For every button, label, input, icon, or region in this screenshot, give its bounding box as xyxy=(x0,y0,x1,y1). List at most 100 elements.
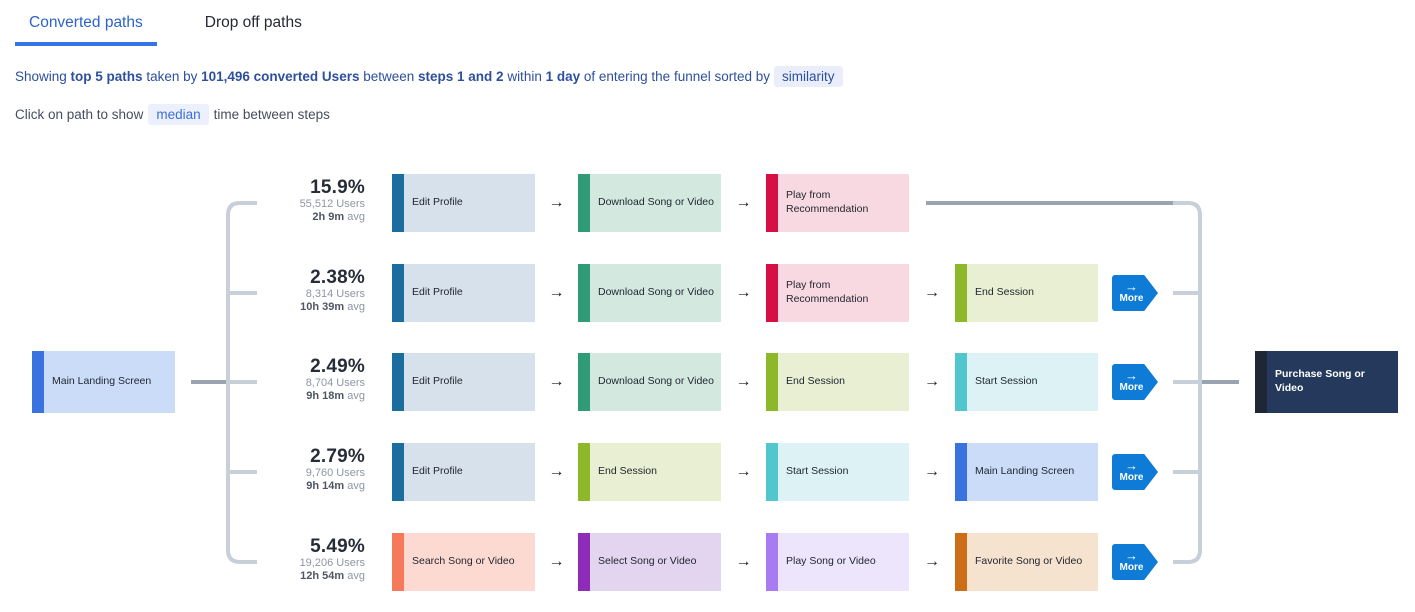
summary-sentence: Showing top 5 paths taken by 101,496 con… xyxy=(15,66,843,87)
avg-value: 10h 39m xyxy=(300,301,345,313)
node-label: Start Session xyxy=(975,375,1038,388)
avg-suffix: avg xyxy=(344,301,365,313)
arrow-right-icon: → xyxy=(924,284,940,301)
node-label: Select Song or Video xyxy=(598,555,697,568)
node-label: Main Landing Screen xyxy=(52,375,152,388)
path-3-node-end-session[interactable]: End Session xyxy=(766,353,909,411)
avg-value: 12h 54m xyxy=(300,570,345,582)
avg-suffix: avg xyxy=(344,390,365,402)
path-stats-4[interactable]: 2.79% 9,760 Users 9h 14m avg xyxy=(225,446,365,493)
arrow-right-icon: → xyxy=(548,463,565,480)
node-label: End Session xyxy=(598,465,657,478)
path-5-node-select-song-or-video[interactable]: Select Song or Video xyxy=(578,533,721,591)
path-avg-time: 10h 39m avg xyxy=(225,300,365,314)
path-percent: 2.79% xyxy=(310,446,365,467)
summary-segment: taken by xyxy=(142,69,202,84)
more-arrow-icon: → xyxy=(1125,548,1138,563)
path-2-node-end-session[interactable]: End Session xyxy=(955,264,1098,322)
path-5-node-favorite-song-or-video[interactable]: Favorite Song or Video xyxy=(955,533,1098,591)
summary-segment: top 5 paths xyxy=(70,69,143,84)
more-arrow-icon: → xyxy=(1125,458,1138,473)
more-button-label: More xyxy=(1119,472,1144,483)
path-percent: 2.49% xyxy=(310,356,365,377)
path-avg-time: 9h 14m avg xyxy=(225,479,365,493)
summary-segment: steps 1 and 2 xyxy=(418,69,504,84)
node-label: Edit Profile xyxy=(412,286,463,299)
path-stats-1[interactable]: 15.9% 55,512 Users 2h 9m avg xyxy=(225,177,365,224)
more-arrow-icon: → xyxy=(1125,279,1138,294)
path-4-node-start-session[interactable]: Start Session xyxy=(766,443,909,501)
path-avg-time: 9h 18m avg xyxy=(225,389,365,403)
node-label: Edit Profile xyxy=(412,375,463,388)
summary-segment: of entering the funnel sorted by xyxy=(580,69,771,84)
more-arrow-icon: → xyxy=(1125,368,1138,383)
path-users: 8,704 Users xyxy=(305,377,365,389)
hint-text-after: time between steps xyxy=(213,107,330,122)
more-button-label: More xyxy=(1119,562,1144,573)
node-label: Search Song or Video xyxy=(412,555,515,568)
path-3-node-download-song-or-video[interactable]: Download Song or Video xyxy=(578,353,721,411)
path-4-node-end-session[interactable]: End Session xyxy=(578,443,721,501)
path-percent: 15.9% xyxy=(310,177,365,198)
path-stats-3[interactable]: 2.49% 8,704 Users 9h 18m avg xyxy=(225,356,365,403)
node-label: Start Session xyxy=(786,465,849,478)
node-label: Favorite Song or Video xyxy=(975,555,1083,568)
path-3-node-start-session[interactable]: Start Session xyxy=(955,353,1098,411)
path-stats-2[interactable]: 2.38% 8,314 Users 10h 39m avg xyxy=(225,267,365,314)
path-2-node-play-from-recommendation[interactable]: Play from Recommendation xyxy=(766,264,909,322)
path-users: 19,206 Users xyxy=(299,557,365,569)
arrow-right-icon: → xyxy=(548,373,565,390)
path-3-node-edit-profile[interactable]: Edit Profile xyxy=(392,353,535,411)
path-5-node-search-song-or-video[interactable]: Search Song or Video xyxy=(392,533,535,591)
path-2-node-edit-profile[interactable]: Edit Profile xyxy=(392,264,535,322)
node-label: End Session xyxy=(975,286,1034,299)
path-1-node-download-song-or-video[interactable]: Download Song or Video xyxy=(578,174,721,232)
more-button-label: More xyxy=(1119,382,1144,393)
arrow-right-icon: → xyxy=(548,553,565,570)
end-node-purchase-song-or-video[interactable]: Purchase Song or Video xyxy=(1255,351,1398,413)
path-avg-time: 2h 9m avg xyxy=(225,210,365,224)
sort-selector-pill[interactable]: similarity xyxy=(774,66,843,87)
avg-suffix: avg xyxy=(344,211,365,223)
summary-segment: within xyxy=(503,69,546,84)
node-label: Play Song or Video xyxy=(786,555,876,568)
node-label: Download Song or Video xyxy=(598,375,714,388)
node-label: Play from Recommendation xyxy=(786,279,869,305)
arrow-right-icon: → xyxy=(735,553,752,570)
arrow-right-icon: → xyxy=(735,194,752,211)
path-2-node-download-song-or-video[interactable]: Download Song or Video xyxy=(578,264,721,322)
median-selector-pill[interactable]: median xyxy=(148,104,209,125)
path-1-node-play-from-recommendation[interactable]: Play from Recommendation xyxy=(766,174,909,232)
path-avg-time: 12h 54m avg xyxy=(225,569,365,583)
tab-drop-off-paths[interactable]: Drop off paths xyxy=(204,14,302,31)
start-node-main-landing-screen[interactable]: Main Landing Screen xyxy=(32,351,175,413)
avg-value: 2h 9m xyxy=(312,211,345,223)
avg-value: 9h 14m xyxy=(306,480,345,492)
node-label: Main Landing Screen xyxy=(975,465,1075,478)
node-label: Download Song or Video xyxy=(598,286,714,299)
path-users: 8,314 Users xyxy=(305,288,365,300)
path-stats-5[interactable]: 5.49% 19,206 Users 12h 54m avg xyxy=(225,536,365,583)
node-label: Play from Recommendation xyxy=(786,189,869,215)
arrow-right-icon: → xyxy=(735,373,752,390)
path-users: 55,512 Users xyxy=(299,198,365,210)
avg-suffix: avg xyxy=(344,480,365,492)
path-4-node-main-landing-screen[interactable]: Main Landing Screen xyxy=(955,443,1098,501)
tab-bar: Converted paths Drop off paths xyxy=(15,10,316,46)
summary-segment: Showing xyxy=(15,69,71,84)
summary-text: Showing top 5 paths taken by 101,496 con… xyxy=(15,69,770,84)
node-label: Edit Profile xyxy=(412,465,463,478)
path-percent: 5.49% xyxy=(310,536,365,557)
node-label: Download Song or Video xyxy=(598,196,714,209)
path-users: 9,760 Users xyxy=(305,467,365,479)
path-4-node-edit-profile[interactable]: Edit Profile xyxy=(392,443,535,501)
path-1-node-edit-profile[interactable]: Edit Profile xyxy=(392,174,535,232)
path-5-node-play-song-or-video[interactable]: Play Song or Video xyxy=(766,533,909,591)
more-button-label: More xyxy=(1119,293,1144,304)
node-label: End Session xyxy=(786,375,845,388)
arrow-right-icon: → xyxy=(548,284,565,301)
arrow-right-icon: → xyxy=(924,553,940,570)
tab-converted-paths[interactable]: Converted paths xyxy=(15,10,157,46)
